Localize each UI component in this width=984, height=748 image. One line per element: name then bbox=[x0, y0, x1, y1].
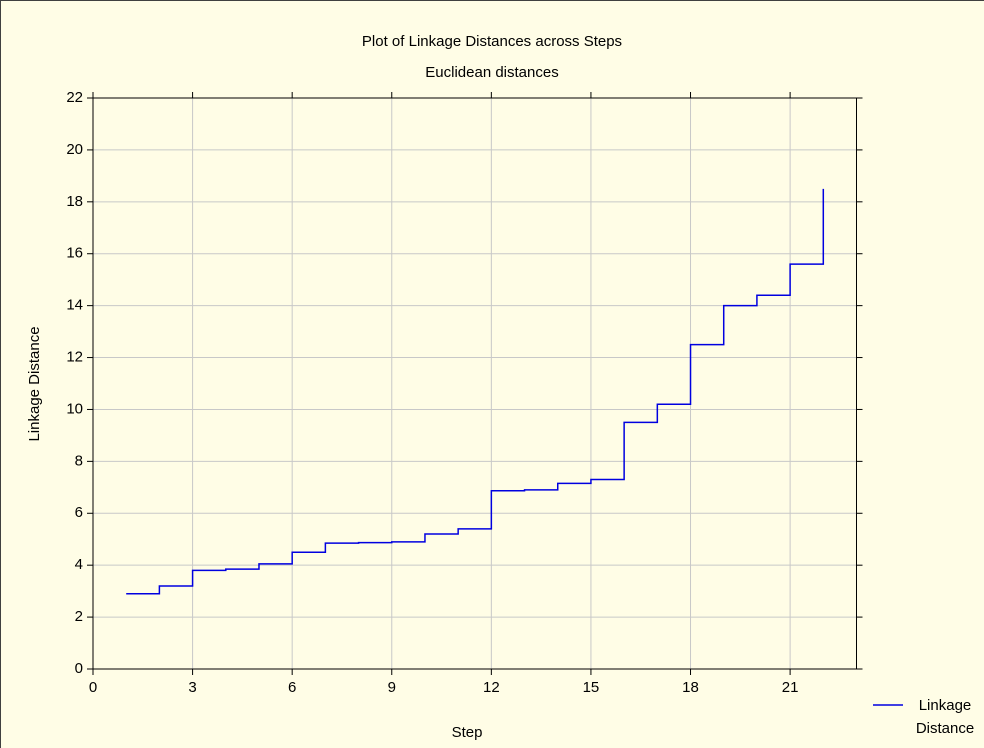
y-tick-label: 14 bbox=[66, 297, 83, 314]
legend-swatch-box bbox=[873, 704, 903, 706]
x-tick-label: 6 bbox=[288, 679, 296, 696]
y-tick-label: 16 bbox=[66, 245, 83, 262]
grid: 0 2 4 6 8 10 12 14 16 18 20 22 0 3 6 9 12 15 18 21 bbox=[66, 89, 863, 696]
chart-subtitle: Euclidean distances bbox=[425, 64, 558, 81]
y-tick-label: 10 bbox=[66, 400, 83, 417]
y-tick-label: 20 bbox=[66, 141, 83, 158]
x-tick-label: 12 bbox=[483, 679, 500, 696]
y-tick-label: 0 bbox=[75, 660, 83, 677]
plot bbox=[126, 188, 825, 595]
y-tick-label: 18 bbox=[66, 193, 83, 210]
y-tick-label: 6 bbox=[75, 504, 83, 521]
y-axis-label: Linkage Distance bbox=[26, 326, 43, 441]
x-tick-label: 21 bbox=[782, 679, 799, 696]
y-tick-label: 4 bbox=[75, 556, 83, 573]
y-tick-label: 12 bbox=[66, 349, 83, 366]
x-tick-label: 9 bbox=[388, 679, 396, 696]
x-axis-label: Step bbox=[452, 724, 483, 741]
x-tick-label: 0 bbox=[89, 679, 97, 696]
chart-title: Plot of Linkage Distances across Steps bbox=[362, 33, 622, 50]
legend-label: Linkage Distance bbox=[915, 697, 975, 737]
x-tick-label: 3 bbox=[188, 679, 196, 696]
legend: Linkage Distance bbox=[873, 694, 984, 748]
series-line bbox=[126, 188, 825, 595]
x-tick-label: 18 bbox=[682, 679, 699, 696]
y-tick-label: 8 bbox=[75, 452, 83, 469]
x-tick-label: 15 bbox=[583, 679, 600, 696]
plot-border bbox=[92, 97, 857, 670]
y-tick-label: 22 bbox=[66, 89, 83, 106]
y-tick-label: 2 bbox=[75, 608, 83, 625]
